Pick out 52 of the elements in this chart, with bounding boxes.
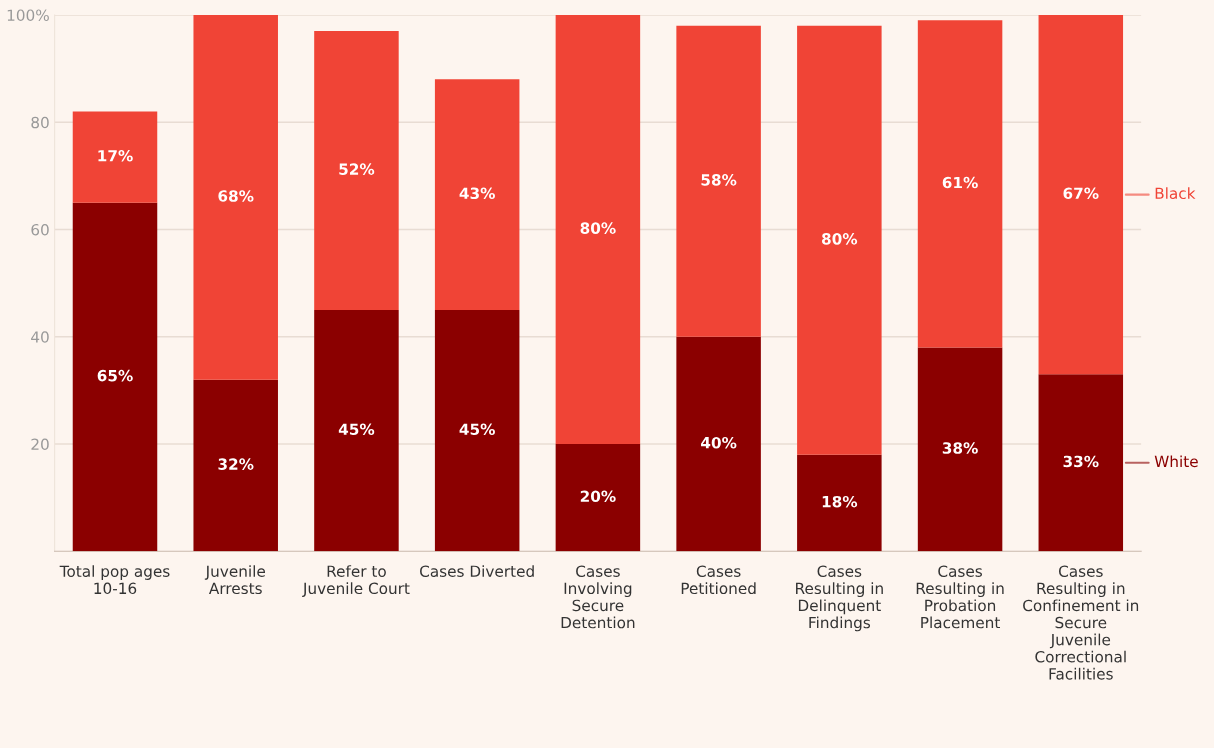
y-tick-label: 80: [31, 116, 49, 129]
bar: [917, 347, 1003, 552]
data-label: 80%: [580, 222, 616, 234]
bar: [797, 25, 882, 455]
x-tick-label: Cases Resulting in Delinquent Findings: [796, 565, 883, 632]
data-label: 65%: [97, 369, 133, 382]
x-tick-label: Total pop ages 10-16: [59, 565, 170, 595]
data-label: 67%: [1063, 187, 1099, 200]
data-label: 80%: [822, 233, 858, 245]
bar: [555, 14, 641, 445]
data-label: 40%: [701, 436, 737, 449]
x-tick-label: Cases Resulting in Probation Placement: [916, 565, 1004, 629]
bar: [917, 20, 1003, 348]
data-label: 61%: [942, 176, 978, 189]
bar: [676, 336, 761, 552]
bar: [434, 79, 520, 310]
bar: [434, 309, 520, 552]
x-tick-label: Juvenile Arrests: [204, 565, 265, 595]
data-label: 20%: [580, 490, 616, 503]
bar: [193, 14, 278, 380]
data-label: 17%: [98, 149, 133, 162]
x-tick-label: Cases Resulting in Confinement in Secure Juvenile Correctional Facilities: [1023, 565, 1139, 680]
data-label: 38%: [942, 442, 978, 454]
bar: [193, 379, 278, 552]
data-label: 52%: [339, 163, 375, 175]
data-label: 43%: [459, 187, 495, 200]
bar: [1038, 374, 1124, 552]
bar: [1038, 14, 1124, 375]
x-tick-label: Refer to Juvenile Court: [302, 565, 410, 597]
data-label: 45%: [459, 423, 495, 436]
y-tick-label: 40: [31, 331, 49, 343]
bar: [314, 309, 399, 552]
bar: [314, 31, 399, 310]
x-tick-label: Cases Involving Secure Detention: [561, 565, 635, 629]
data-label: 58%: [701, 174, 737, 186]
bar: [72, 202, 158, 552]
bar: [676, 25, 761, 337]
legend-label: White: [1154, 455, 1198, 468]
bar: [72, 111, 158, 203]
bar: [555, 444, 641, 552]
data-label: 33%: [1063, 455, 1099, 468]
data-label: 32%: [218, 458, 254, 470]
data-label: 18%: [822, 495, 858, 508]
y-tick-label: 20: [31, 438, 49, 451]
x-tick-label: Cases Diverted: [420, 565, 534, 577]
y-tick-label: 100%: [7, 9, 49, 21]
legend-label: Black: [1155, 187, 1196, 200]
data-label: 68%: [218, 190, 254, 202]
x-tick-label: Cases Petitioned: [681, 565, 756, 595]
y-tick-label: 60: [31, 223, 49, 236]
data-label: 45%: [338, 423, 375, 436]
bar: [797, 454, 882, 552]
